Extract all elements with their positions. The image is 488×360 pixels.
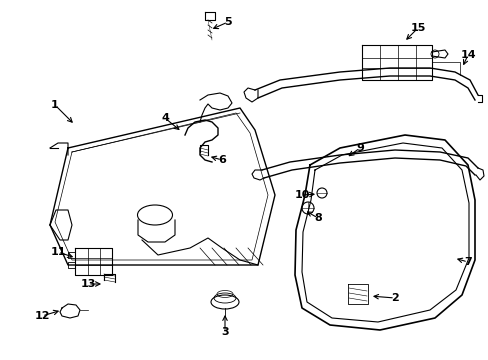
Text: 6: 6 [218, 155, 225, 165]
Text: 2: 2 [390, 293, 398, 303]
Text: 3: 3 [221, 327, 228, 337]
Text: 5: 5 [224, 17, 231, 27]
Text: 8: 8 [313, 213, 321, 223]
Text: 12: 12 [34, 311, 50, 321]
Text: 7: 7 [463, 257, 471, 267]
Text: 14: 14 [459, 50, 475, 60]
Text: 15: 15 [409, 23, 425, 33]
Text: 10: 10 [294, 190, 309, 200]
Text: 1: 1 [51, 100, 59, 110]
Text: 13: 13 [80, 279, 96, 289]
Text: 11: 11 [50, 247, 65, 257]
Text: 4: 4 [161, 113, 168, 123]
Text: 9: 9 [355, 143, 363, 153]
